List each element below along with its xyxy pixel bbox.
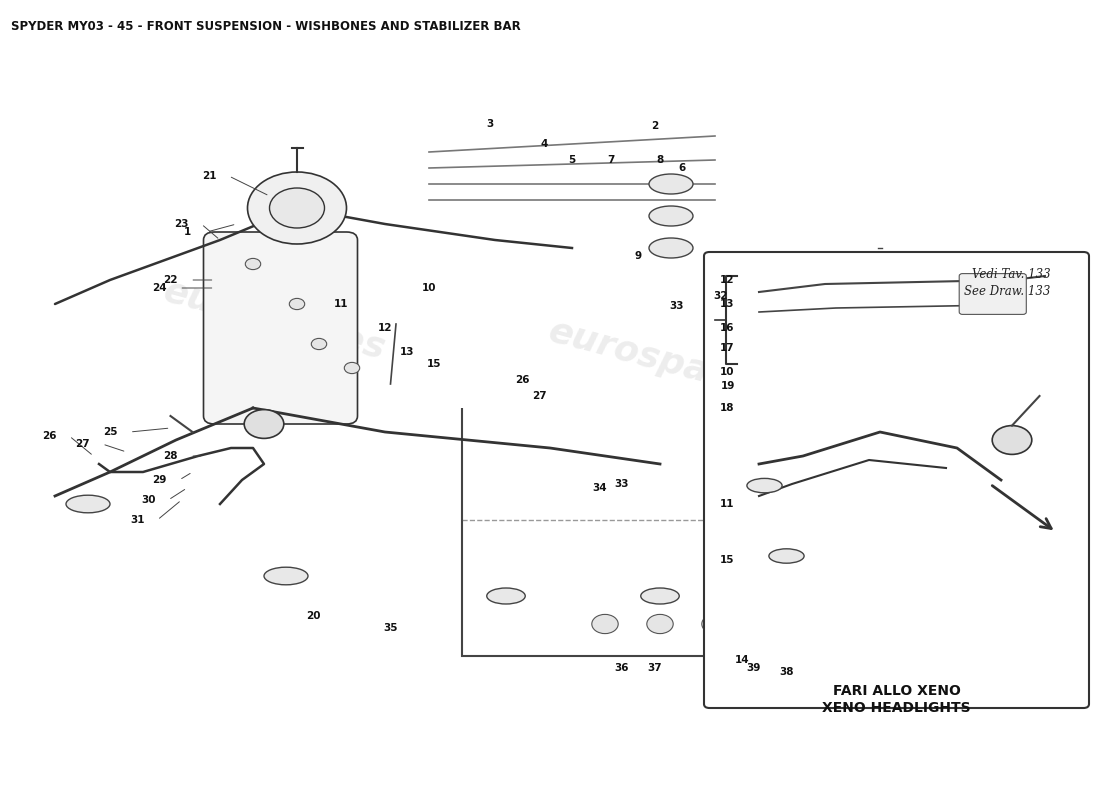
FancyBboxPatch shape — [204, 232, 358, 424]
Text: 11: 11 — [720, 499, 735, 509]
Text: 8: 8 — [657, 155, 663, 165]
Text: 1: 1 — [184, 227, 190, 237]
Circle shape — [992, 426, 1032, 454]
Text: 15: 15 — [427, 359, 442, 369]
Text: 17: 17 — [720, 343, 735, 353]
Text: Vedi Tav. 133
See Draw. 133: Vedi Tav. 133 See Draw. 133 — [964, 268, 1050, 298]
Ellipse shape — [66, 495, 110, 513]
Circle shape — [244, 410, 284, 438]
Text: 4: 4 — [541, 139, 548, 149]
Text: 33: 33 — [614, 479, 629, 489]
Text: 13: 13 — [399, 347, 415, 357]
Text: 27: 27 — [75, 439, 90, 449]
Ellipse shape — [769, 549, 804, 563]
Text: 24: 24 — [152, 283, 167, 293]
Ellipse shape — [747, 478, 782, 493]
Text: 31: 31 — [130, 515, 145, 525]
Text: 12: 12 — [720, 275, 735, 285]
Text: 15: 15 — [720, 555, 735, 565]
Text: 33: 33 — [669, 301, 684, 310]
Text: 5: 5 — [569, 155, 575, 165]
Text: 34: 34 — [592, 483, 607, 493]
Text: 38: 38 — [779, 667, 794, 677]
Text: 26: 26 — [42, 431, 57, 441]
Text: 27: 27 — [531, 391, 547, 401]
Ellipse shape — [649, 174, 693, 194]
Text: 30: 30 — [141, 495, 156, 505]
Text: 10: 10 — [720, 367, 735, 377]
Circle shape — [702, 614, 728, 634]
Text: 3: 3 — [486, 119, 493, 129]
Circle shape — [311, 338, 327, 350]
Text: 10: 10 — [421, 283, 437, 293]
Text: 36: 36 — [614, 663, 629, 673]
Ellipse shape — [486, 588, 526, 604]
Circle shape — [270, 188, 324, 228]
Ellipse shape — [649, 206, 693, 226]
Text: 20: 20 — [306, 611, 321, 621]
Text: 2: 2 — [651, 122, 658, 131]
Ellipse shape — [264, 567, 308, 585]
Text: 16: 16 — [720, 323, 735, 333]
Text: 6: 6 — [679, 163, 685, 173]
Text: 11: 11 — [333, 299, 349, 309]
Text: 13: 13 — [720, 299, 735, 309]
Text: 22: 22 — [163, 275, 178, 285]
Text: 12: 12 — [377, 323, 393, 333]
Text: SPYDER MY03 - 45 - FRONT SUSPENSION - WISHBONES AND STABILIZER BAR: SPYDER MY03 - 45 - FRONT SUSPENSION - WI… — [11, 20, 520, 33]
Ellipse shape — [649, 238, 693, 258]
Circle shape — [248, 172, 346, 244]
Text: 19: 19 — [720, 381, 735, 390]
Text: 25: 25 — [102, 427, 118, 437]
Circle shape — [757, 614, 783, 634]
Text: 26: 26 — [515, 375, 530, 385]
Text: 21: 21 — [201, 171, 217, 181]
Text: 18: 18 — [720, 403, 735, 413]
Circle shape — [592, 614, 618, 634]
Text: 37: 37 — [647, 663, 662, 673]
FancyBboxPatch shape — [704, 252, 1089, 708]
Circle shape — [344, 362, 360, 374]
Ellipse shape — [640, 588, 680, 604]
Text: 39: 39 — [746, 663, 761, 673]
FancyBboxPatch shape — [959, 274, 1026, 314]
Circle shape — [245, 258, 261, 270]
Text: 29: 29 — [152, 475, 167, 485]
Text: eurospares: eurospares — [161, 274, 389, 366]
Circle shape — [647, 614, 673, 634]
Text: 35: 35 — [383, 623, 398, 633]
Text: 7: 7 — [607, 155, 614, 165]
Text: 23: 23 — [174, 219, 189, 229]
Text: 9: 9 — [635, 251, 641, 261]
Text: 14: 14 — [735, 655, 750, 665]
Circle shape — [289, 298, 305, 310]
Text: 32: 32 — [713, 291, 728, 301]
Text: 28: 28 — [163, 451, 178, 461]
Text: FARI ALLO XENO
XENO HEADLIGHTS: FARI ALLO XENO XENO HEADLIGHTS — [822, 684, 971, 715]
Text: eurospares: eurospares — [546, 314, 774, 406]
